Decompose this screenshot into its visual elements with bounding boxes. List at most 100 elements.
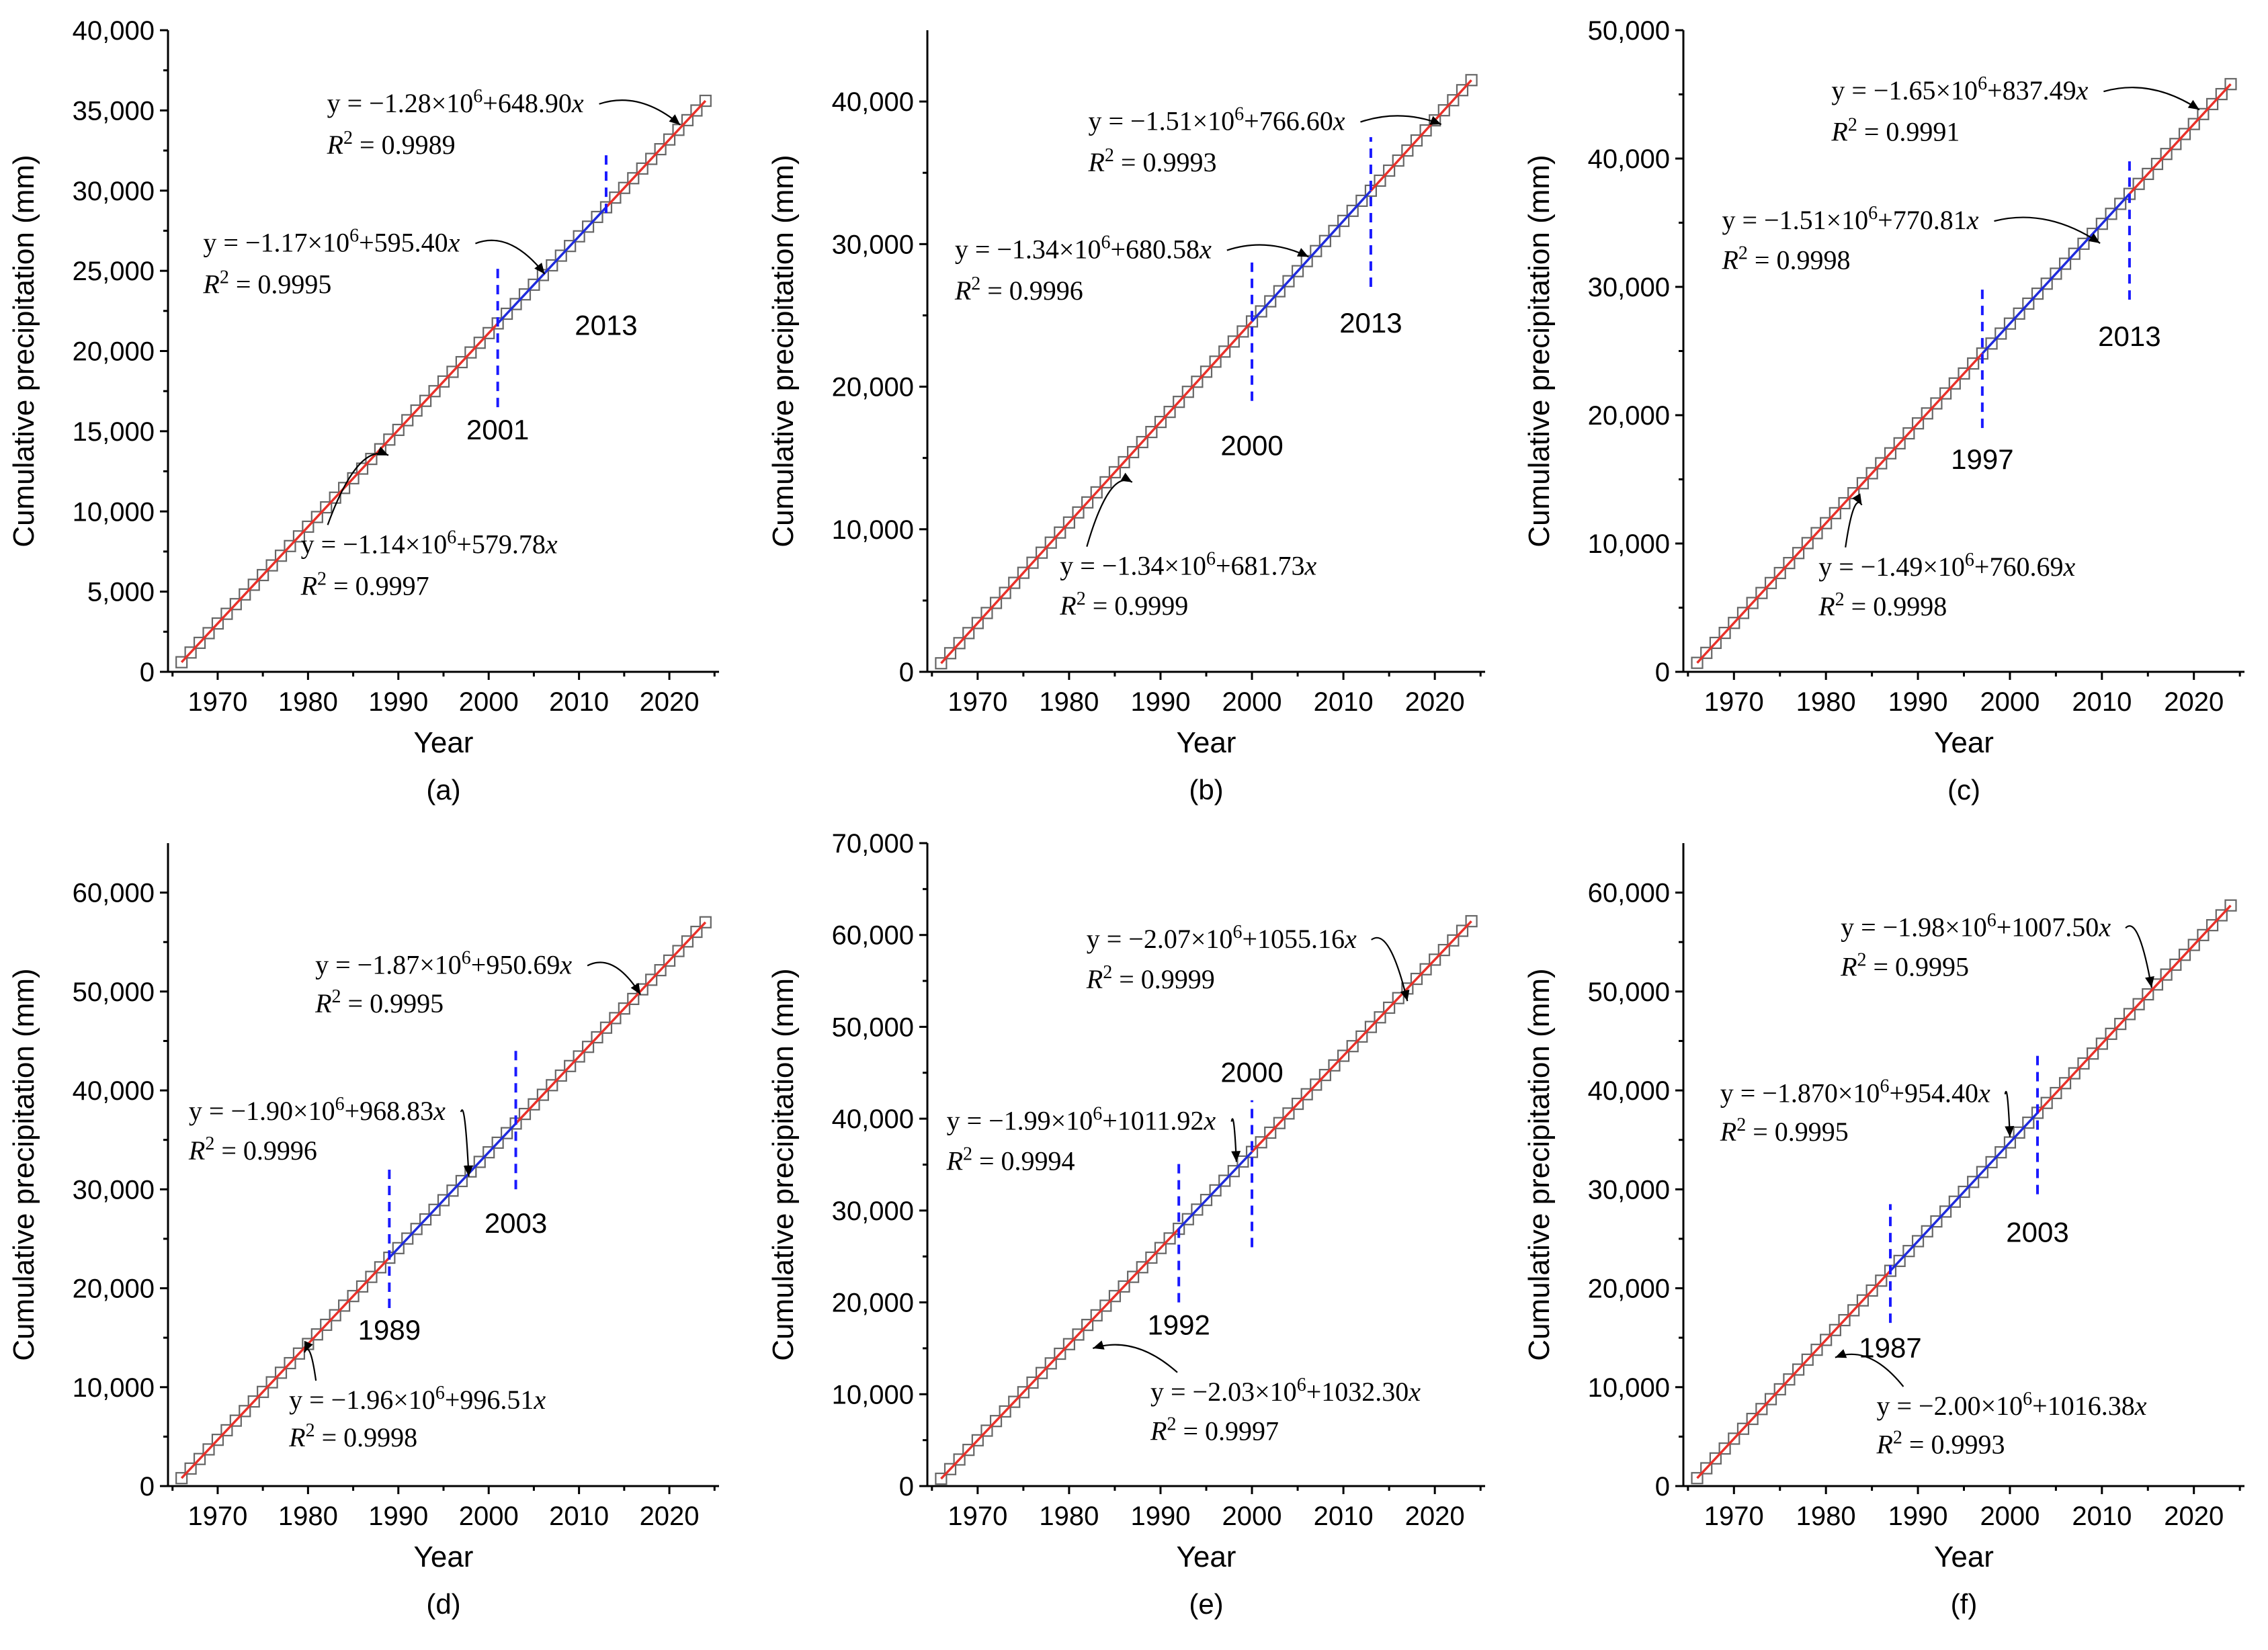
y-tick-label: 20,000 <box>73 1274 155 1304</box>
y-tick-label: 25,000 <box>73 257 155 286</box>
x-tick-label: 2020 <box>640 687 700 717</box>
regression-equation: y = −1.90×106+968.83x <box>189 1094 446 1126</box>
chart-panel: 0 10,000 20,000 30,000 40,000 50,000 60,000 197… <box>7 843 719 1620</box>
y-tick-label: 20,000 <box>1588 401 1670 431</box>
x-tick-label: 2010 <box>1314 1502 1374 1531</box>
fit-line-blue <box>1177 1151 1253 1230</box>
panel-label: (d) <box>426 1588 460 1620</box>
x-tick-label: 1990 <box>1888 1502 1948 1531</box>
regression-equation: y = −1.34×106+680.58x <box>955 232 1212 265</box>
x-tick-label: 2010 <box>2072 1502 2132 1531</box>
callout-arrow <box>2125 925 2152 988</box>
callout-arrow <box>2103 87 2200 111</box>
y-tick-label: 50,000 <box>73 978 155 1007</box>
r-squared: R2 = 0.9995 <box>314 986 444 1018</box>
y-tick-label: 20,000 <box>73 337 155 367</box>
r-squared: R2 = 0.9993 <box>1087 145 1216 177</box>
x-tick-label: 2010 <box>2072 687 2132 717</box>
arrow-head <box>1231 1151 1241 1162</box>
y-tick-label: 30,000 <box>1588 273 1670 302</box>
regression-equation: y = −1.870×106+954.40x <box>1720 1076 1990 1109</box>
arrow-head <box>2088 233 2101 244</box>
y-tick-label: 15,000 <box>73 417 155 447</box>
x-tick-label: 1970 <box>187 687 247 717</box>
fit-line-red <box>2128 83 2232 195</box>
y-tick-label: 60,000 <box>73 879 155 908</box>
arrow-head <box>1400 989 1410 1002</box>
y-tick-label: 0 <box>1655 1472 1670 1502</box>
panel-label: (a) <box>426 774 460 806</box>
y-tick-label: 30,000 <box>1588 1175 1670 1205</box>
regression-equation: y = −1.14×106+579.78x <box>301 527 558 559</box>
y-tick-label: 30,000 <box>832 230 914 259</box>
regression-equation: y = −1.96×106+996.51x <box>289 1383 546 1415</box>
arrow-head <box>534 263 545 274</box>
y-tick-label: 20,000 <box>832 373 914 402</box>
x-tick-label: 2020 <box>1405 1502 1465 1531</box>
y-axis-title: Cumulative precipitation (mm) <box>1523 968 1556 1360</box>
x-tick-label: 1980 <box>1039 1502 1099 1531</box>
callout-arrow <box>587 961 641 995</box>
breakpoint-label: 2013 <box>1339 307 1402 339</box>
y-tick-label: 40,000 <box>1588 144 1670 174</box>
y-axis-title: Cumulative precipitation (mm) <box>767 155 800 547</box>
regression-equation: y = −1.34×106+681.73x <box>1060 549 1316 581</box>
y-tick-label: 5,000 <box>87 578 155 607</box>
x-tick-label: 1970 <box>1704 1502 1764 1531</box>
breakpoint-label: 2013 <box>575 310 637 341</box>
fit-line-red <box>180 322 499 663</box>
x-tick-label: 1980 <box>1796 687 1856 717</box>
x-tick-label: 2020 <box>2164 1502 2224 1531</box>
fit-line-red <box>1696 1270 1892 1479</box>
breakpoint-label: 2000 <box>1220 429 1283 461</box>
y-tick-label: 0 <box>140 658 155 687</box>
y-tick-label: 0 <box>899 1472 914 1502</box>
r-squared: R2 = 0.9991 <box>1831 114 1960 146</box>
y-tick-label: 60,000 <box>1588 879 1670 908</box>
r-squared: R2 = 0.9998 <box>1721 243 1850 275</box>
y-tick-label: 10,000 <box>832 515 914 545</box>
chart-panel: 0 10,000 20,000 30,000 40,000 50,000 60,000 197… <box>1523 843 2244 1620</box>
arrow-head <box>1429 116 1441 125</box>
y-tick-label: 20,000 <box>832 1289 914 1318</box>
breakpoint-label: 2003 <box>2006 1216 2068 1248</box>
regression-equation: y = −1.49×106+760.69x <box>1818 550 2075 582</box>
r-squared: R2 = 0.9997 <box>300 568 429 601</box>
y-axis-title: Cumulative precipitation (mm) <box>7 155 40 547</box>
x-tick-label: 2000 <box>459 687 519 717</box>
regression-equation: y = −1.87×106+950.69x <box>315 947 572 980</box>
y-axis-title: Cumulative precipitation (mm) <box>1523 155 1556 547</box>
regression-equation: y = −1.98×106+1007.50x <box>1841 910 2111 942</box>
breakpoint-label: 2000 <box>1220 1056 1283 1088</box>
x-axis-title: Year <box>1934 1540 1994 1573</box>
callout-arrow <box>1371 937 1409 1002</box>
x-tick-label: 1990 <box>368 1502 428 1531</box>
r-squared: R2 = 0.9997 <box>1150 1414 1279 1446</box>
y-tick-label: 0 <box>1655 658 1670 687</box>
y-axis-title: Cumulative precipitation (mm) <box>7 968 40 1360</box>
arrow-head <box>1296 248 1309 257</box>
breakpoint-label: 2013 <box>2098 320 2160 352</box>
y-axis-title: Cumulative precipitation (mm) <box>767 968 800 1360</box>
x-tick-label: 2010 <box>1314 687 1374 717</box>
r-squared: R2 = 0.9999 <box>1086 962 1215 994</box>
x-axis-title: Year <box>1177 726 1236 759</box>
y-tick-label: 0 <box>899 658 914 687</box>
x-tick-label: 2000 <box>1222 687 1282 717</box>
y-tick-label: 0 <box>140 1472 155 1502</box>
r-squared: R2 = 0.9994 <box>946 1144 1075 1176</box>
x-tick-label: 2000 <box>1980 687 2040 717</box>
panel-label: (b) <box>1189 774 1223 806</box>
regression-equation: y = −1.17×106+595.40x <box>203 225 460 257</box>
breakpoint-label: 1997 <box>1951 443 2013 475</box>
arrow-head <box>304 1340 313 1353</box>
arrow-head <box>2145 975 2154 988</box>
regression-equation: y = −1.28×106+648.90x <box>327 86 584 118</box>
chart-panel: 0 10,000 20,000 30,000 40,000 50,000 1970 1980 1… <box>1523 16 2244 806</box>
y-tick-label: 10,000 <box>1588 529 1670 559</box>
fit-line-blue <box>388 1123 517 1259</box>
arrow-head <box>2005 1125 2015 1137</box>
x-tick-label: 1990 <box>368 687 428 717</box>
chart-panel: 0 10,000 20,000 30,000 40,000 50,000 60,000 70,… <box>767 829 1485 1620</box>
y-tick-label: 30,000 <box>73 1175 155 1205</box>
